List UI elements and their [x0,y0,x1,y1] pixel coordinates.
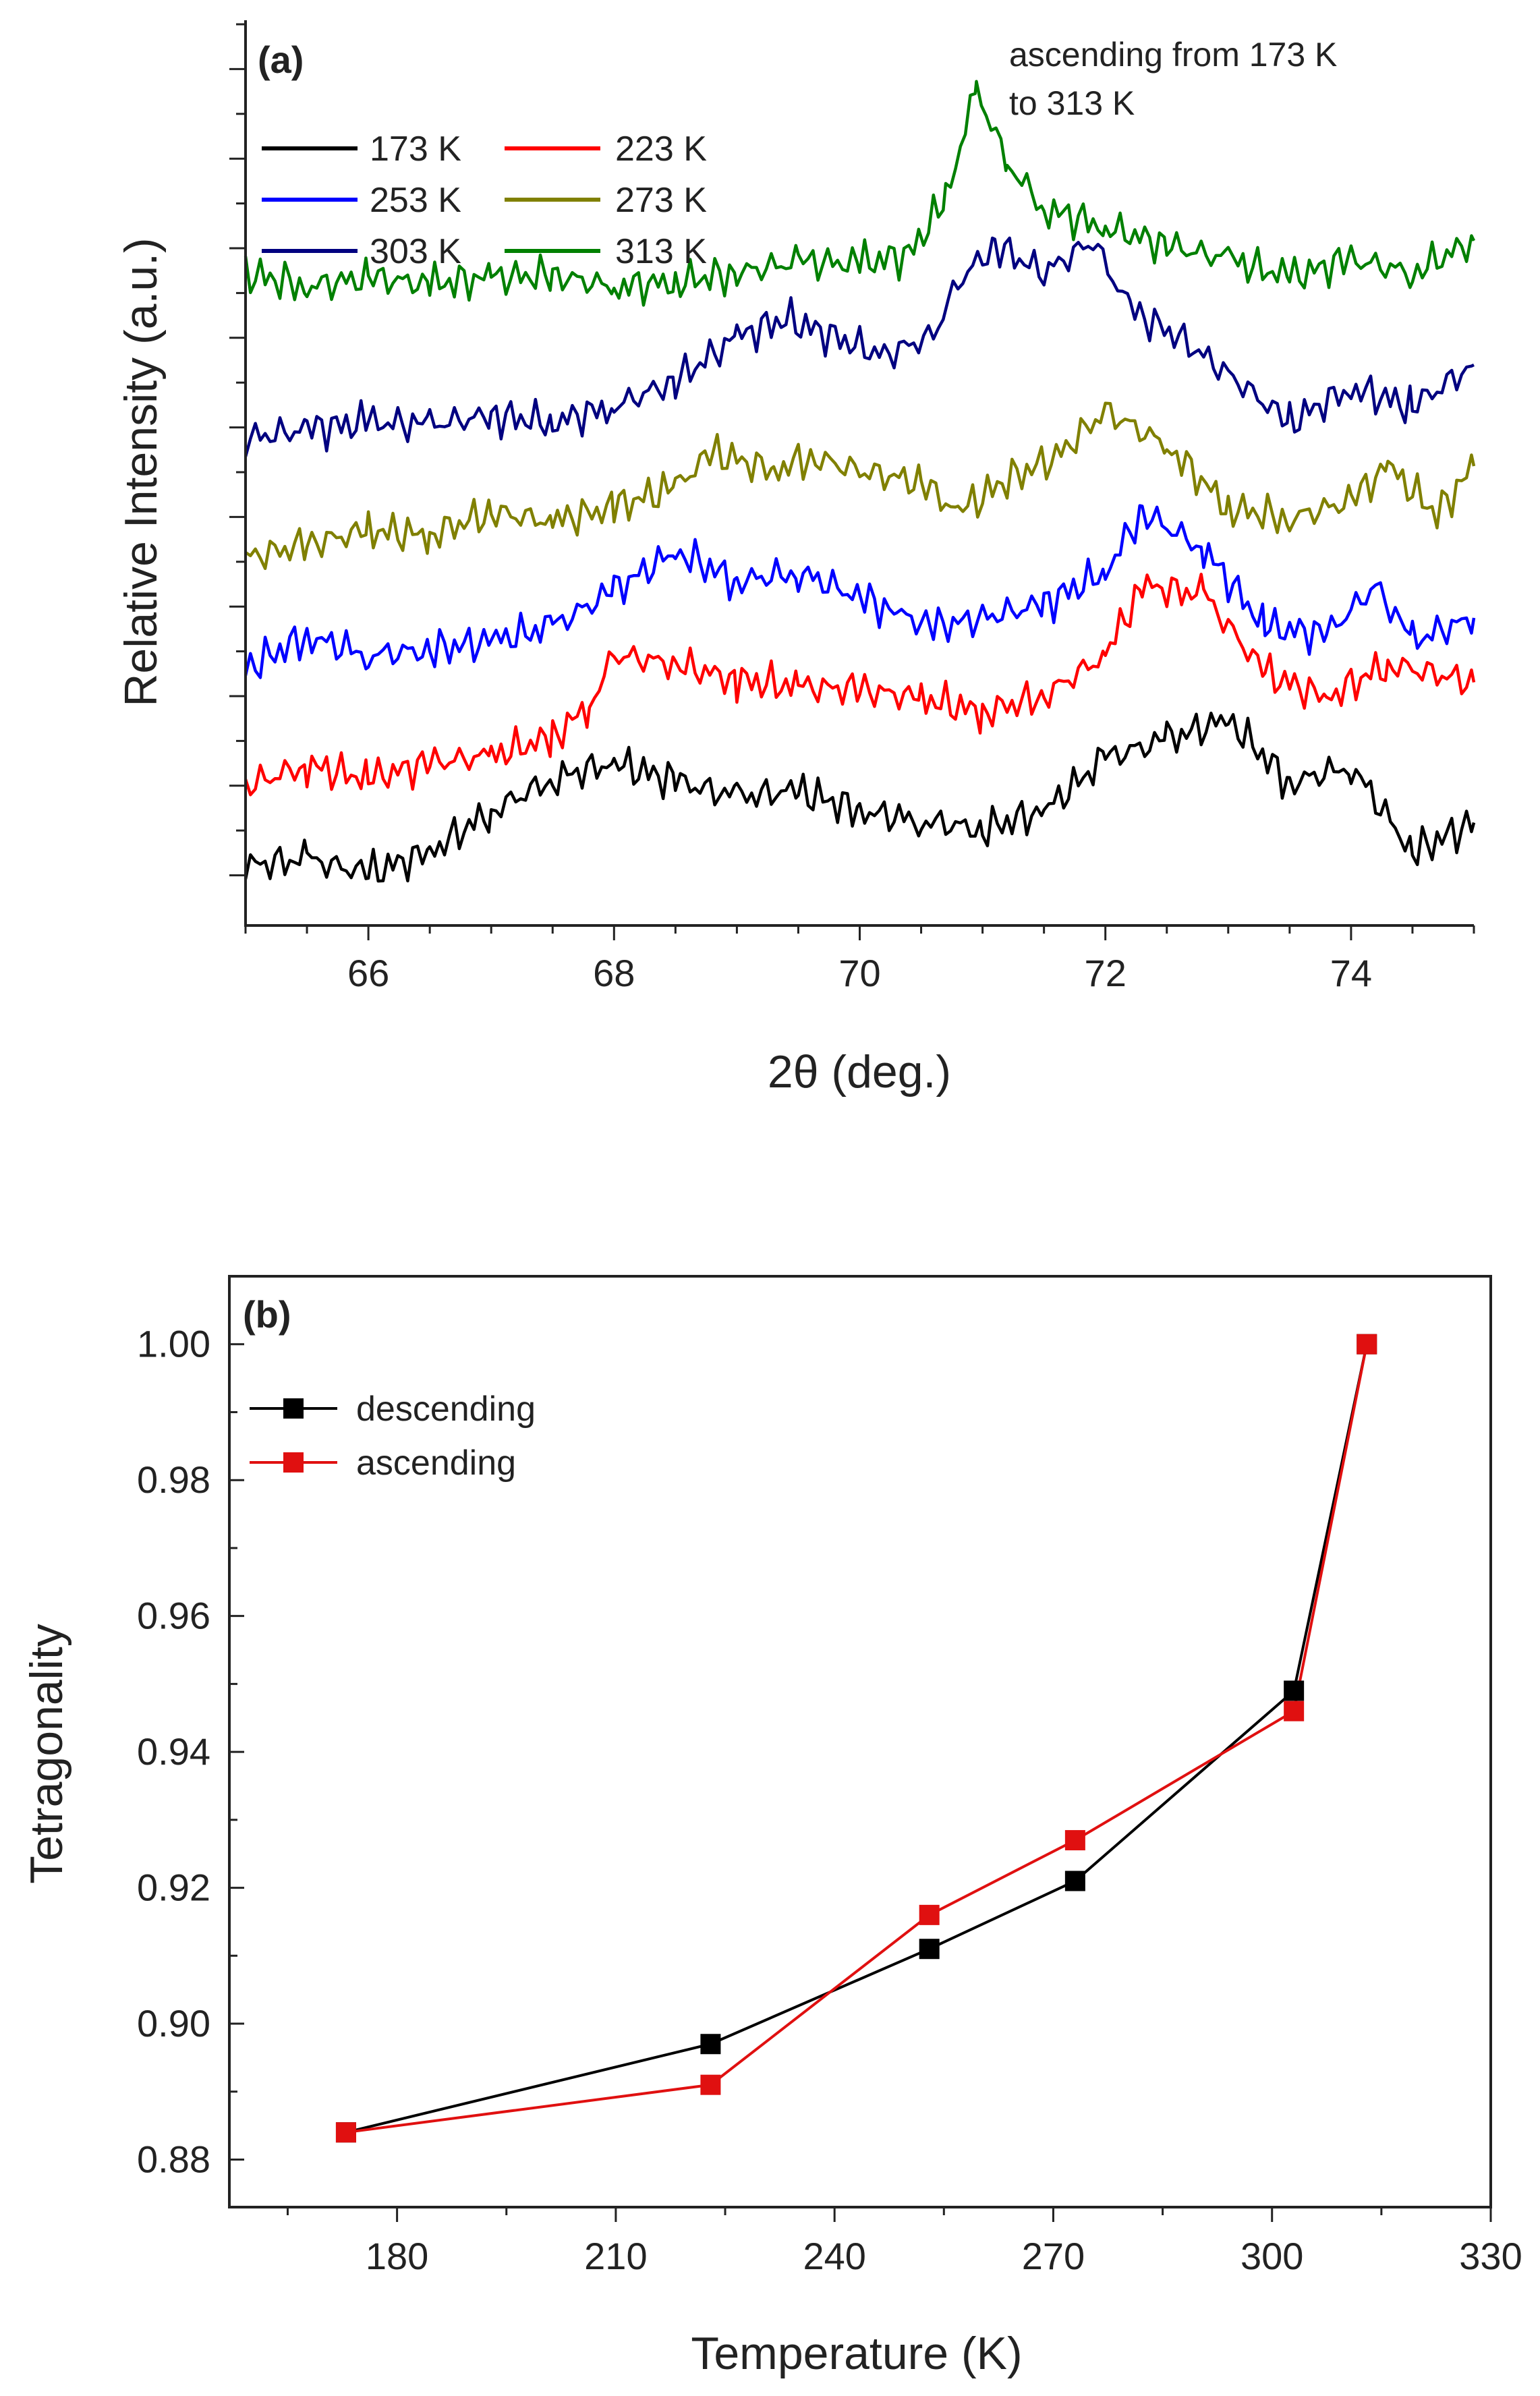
panel-a-annotation-line1: ascending from 173 K [1009,36,1337,74]
panel-b-frame [228,1275,1492,2208]
data-point-ascending [700,2074,721,2095]
legend-label-223K: 223 K [615,130,707,169]
panel-b-x-tick-label: 330 [1459,2235,1522,2277]
legend-label-253K: 253 K [370,181,461,220]
data-point-ascending [1064,1830,1085,1851]
legend-label-303K: 303 K [370,232,461,271]
legend-marker-ascending [283,1452,304,1473]
data-point-descending [1064,1871,1085,1891]
panel-b-y-tick-label: 1.00 [137,1323,210,1365]
series-line-223K [244,573,1476,797]
panel-a-annotation-line2: to 313 K [1009,84,1135,122]
panel-b-x-tick-label: 270 [1022,2235,1085,2277]
panel-b-x-tick-label: 240 [803,2235,865,2277]
legend-marker-descending [283,1398,304,1419]
panel-b-x-tick-label: 300 [1240,2235,1303,2277]
data-point-ascending [1284,1701,1305,1721]
panel-b-y-ticks: 0.88 0.90 0.92 0.94 0.96 0.98 1.00 [137,1275,244,2180]
panel-b-y-axis-title: Tetragonality [21,1624,72,1884]
panel-a-y-ticks [229,23,246,877]
panel-b-legend: descending ascending [250,1390,536,1483]
data-point-ascending [919,1904,940,1925]
panel-a-x-tick-label: 68 [593,952,635,994]
series-line-173K [244,711,1476,883]
series-line-303K [244,236,1475,457]
panel-a-x-tick-label: 72 [1085,952,1127,994]
panel-a-xrd-chart: 66 68 70 72 74 (a) ascending from 173 K to 3… [115,20,1476,1097]
data-point-descending [1284,1680,1305,1701]
panel-b-y-tick-label: 0.90 [137,2002,210,2045]
legend-label-273K: 273 K [615,181,707,220]
panel-a-x-tick-label: 70 [838,952,880,994]
panel-b-x-tick-label: 180 [366,2235,428,2277]
panel-a-y-axis-title: Relative Intensity (a.u.) [115,237,167,706]
panel-b-x-axis-title: Temperature (K) [691,2328,1022,2379]
panel-b-y-tick-label: 0.98 [137,1458,210,1501]
series-line-descending [345,1344,1369,2134]
panel-a-x-axis-title: 2θ (deg.) [768,1046,951,1097]
panel-b-y-tick-label: 0.88 [137,2138,210,2180]
panel-a-legend: 173 K 223 K 253 K 273 K 303 K 313 K [262,130,707,271]
series-line-ascending [345,1344,1369,2134]
series-line-253K [244,504,1476,679]
legend-label-313K: 313 K [615,232,707,271]
legend-label-descending: descending [356,1390,536,1429]
panel-b-y-tick-label: 0.92 [137,1866,210,1909]
panel-a-label: (a) [258,38,304,81]
panel-b-y-tick-label: 0.96 [137,1595,210,1637]
panel-a-x-ticks: 66 68 70 72 74 [244,925,1475,994]
panel-b-y-tick-label: 0.94 [137,1730,210,1773]
series-line-273K [244,401,1476,571]
panel-b-x-tick-label: 210 [584,2235,647,2277]
data-point-ascending [335,2122,356,2143]
panel-b-series-layer [335,1334,1377,2143]
panel-a-series-layer [244,80,1476,883]
panel-a-x-tick-label: 66 [347,952,389,994]
panel-b-label: (b) [243,1293,291,1336]
data-point-ascending [1357,1334,1377,1354]
data-point-descending [700,2034,721,2055]
panel-b-x-ticks: 180 210 240 270 300 330 [286,2207,1522,2277]
panel-b-tetragonality-chart: 0.88 0.90 0.92 0.94 0.96 0.98 1.00 180 210 240 27… [21,1275,1522,2379]
legend-label-173K: 173 K [370,130,461,169]
legend-label-ascending: ascending [356,1444,516,1483]
series-line-313K [244,80,1476,307]
panel-a-x-tick-label: 74 [1330,952,1372,994]
data-point-descending [919,1939,940,1960]
